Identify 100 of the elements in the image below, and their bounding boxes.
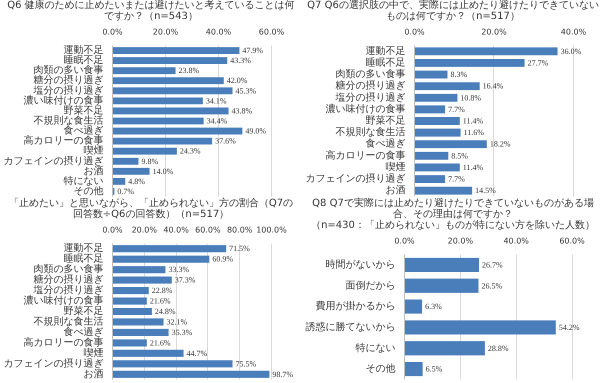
y-tick-label: 濃い味付けの食事 [24, 294, 104, 307]
y-tick-label: 糖分の摂り過ぎ [336, 80, 406, 92]
bar [112, 370, 270, 378]
data-label: 36.0% [560, 46, 582, 56]
x-tick-label: 60.0% [258, 28, 285, 36]
bar [112, 287, 149, 294]
data-label: 21.6% [150, 296, 171, 306]
y-tick-label: 野菜不足 [64, 305, 104, 317]
data-label: 8.3% [450, 70, 468, 80]
x-tick-label: 40.0% [206, 28, 232, 36]
y-tick-label: 肉類の多い食事 [336, 68, 406, 80]
data-label: 43.3% [230, 56, 252, 66]
x-tick-label: 40.0% [163, 226, 190, 234]
y-tick-label: 特にない [64, 174, 104, 187]
bar [404, 341, 485, 356]
data-label: 44.7% [186, 348, 208, 358]
data-label: 33.3% [168, 265, 190, 274]
y-tick-label: 塩分の摂り過ぎ [32, 284, 104, 296]
bar [112, 276, 172, 284]
y-tick-label: 運動不足 [64, 242, 104, 254]
data-label: 75.5% [236, 359, 257, 368]
bar [112, 178, 126, 185]
data-label: 7.7% [448, 174, 466, 184]
y-tick-label: 誘惑に勝てないから [306, 320, 396, 333]
y-tick-label: 濃い味付けの食事 [24, 94, 104, 106]
data-label: 71.5% [229, 244, 250, 254]
y-tick-label: 食べ過ぎ [64, 124, 104, 137]
y-tick-label: 塩分の摂り過ぎ [32, 84, 104, 96]
bar [414, 58, 525, 67]
bar [112, 67, 176, 74]
data-label: 24.8% [154, 307, 176, 316]
x-tick-label: 40.0% [560, 28, 587, 36]
bar [404, 278, 478, 293]
y-tick-label: カフェインの摂り過ぎ [306, 172, 406, 185]
bar [414, 82, 480, 90]
bar [112, 138, 212, 145]
bar [112, 57, 228, 64]
data-label: 32.1% [166, 317, 188, 326]
y-tick-label: 食べ過ぎ [64, 326, 104, 338]
x-tick-label: 0.0% [404, 28, 426, 36]
y-tick-label: 運動不足 [366, 44, 406, 57]
y-tick-label: 糖分の摂り過ぎ [34, 274, 104, 286]
data-label: 14.0% [152, 166, 174, 176]
bar [112, 328, 169, 336]
data-label: 0.7% [117, 186, 134, 196]
bar [112, 318, 164, 326]
bar [112, 350, 184, 357]
y-tick-label: 野菜不足 [366, 114, 406, 126]
y-tick-label: 不規則な食生活 [336, 126, 406, 138]
y-tick-label: 不規則な食生活 [34, 315, 104, 328]
bar [414, 128, 461, 137]
x-tick-label: 20.0% [152, 28, 179, 36]
data-label: 23.8% [178, 66, 200, 76]
bar [112, 97, 203, 104]
x-tick-label: 0.0% [102, 226, 124, 234]
y-tick-label: 糖分の摂り過ぎ [34, 74, 104, 86]
bar [414, 105, 446, 114]
y-tick-label: 特にない [356, 342, 396, 354]
bar [112, 108, 229, 114]
data-label: 22.8% [152, 286, 173, 296]
bar [404, 300, 422, 314]
x-tick-label: 0.0% [394, 236, 416, 246]
y-tick-label: 費用が掛かるから [316, 300, 396, 312]
bar [414, 164, 460, 172]
data-label: 24.3% [180, 146, 201, 156]
y-tick-label: その他 [74, 184, 104, 197]
bar [112, 297, 147, 305]
x-tick-label: 60.0% [195, 226, 221, 234]
y-tick-label: 不規則な食生活 [34, 114, 104, 126]
x-tick-label: 20.0% [481, 28, 508, 36]
data-label: 11.4% [462, 162, 484, 172]
data-label: 34.4% [206, 116, 228, 126]
bar [404, 362, 423, 376]
data-label: 10.8% [460, 93, 482, 102]
data-label: 47.9% [242, 46, 264, 56]
y-tick-label: 喫煙 [386, 160, 406, 173]
data-label: 14.5% [475, 186, 496, 196]
y-tick-label: 喫煙 [84, 346, 104, 359]
y-tick-label: お酒 [386, 184, 406, 196]
data-label: 45.3% [236, 86, 257, 96]
bar [414, 186, 472, 195]
bar [404, 320, 556, 334]
bar [112, 339, 147, 346]
x-tick-label: 60.0% [559, 236, 586, 246]
bar [112, 256, 210, 263]
bar [414, 47, 558, 56]
data-label: 35.3% [172, 328, 193, 337]
bar [112, 168, 150, 175]
bar [112, 158, 138, 165]
data-label: 37.3% [174, 276, 196, 285]
data-label: 49.0% [245, 126, 266, 136]
x-tick-label: 20.0% [132, 226, 158, 234]
y-tick-label: 睡眠不足 [366, 56, 406, 68]
data-label: 54.2% [558, 322, 580, 332]
x-tick-label: 80.0% [226, 226, 253, 234]
data-label: 27.7% [528, 58, 549, 68]
y-tick-label: 睡眠不足 [64, 252, 104, 265]
chart-title: 「止めたい」と思いながら、「止められない」方の割合（Q7の回答数÷Q6の回答数）（n=517） [8, 198, 294, 220]
data-label: 98.7% [272, 370, 294, 379]
data-label: 11.4% [462, 116, 484, 126]
